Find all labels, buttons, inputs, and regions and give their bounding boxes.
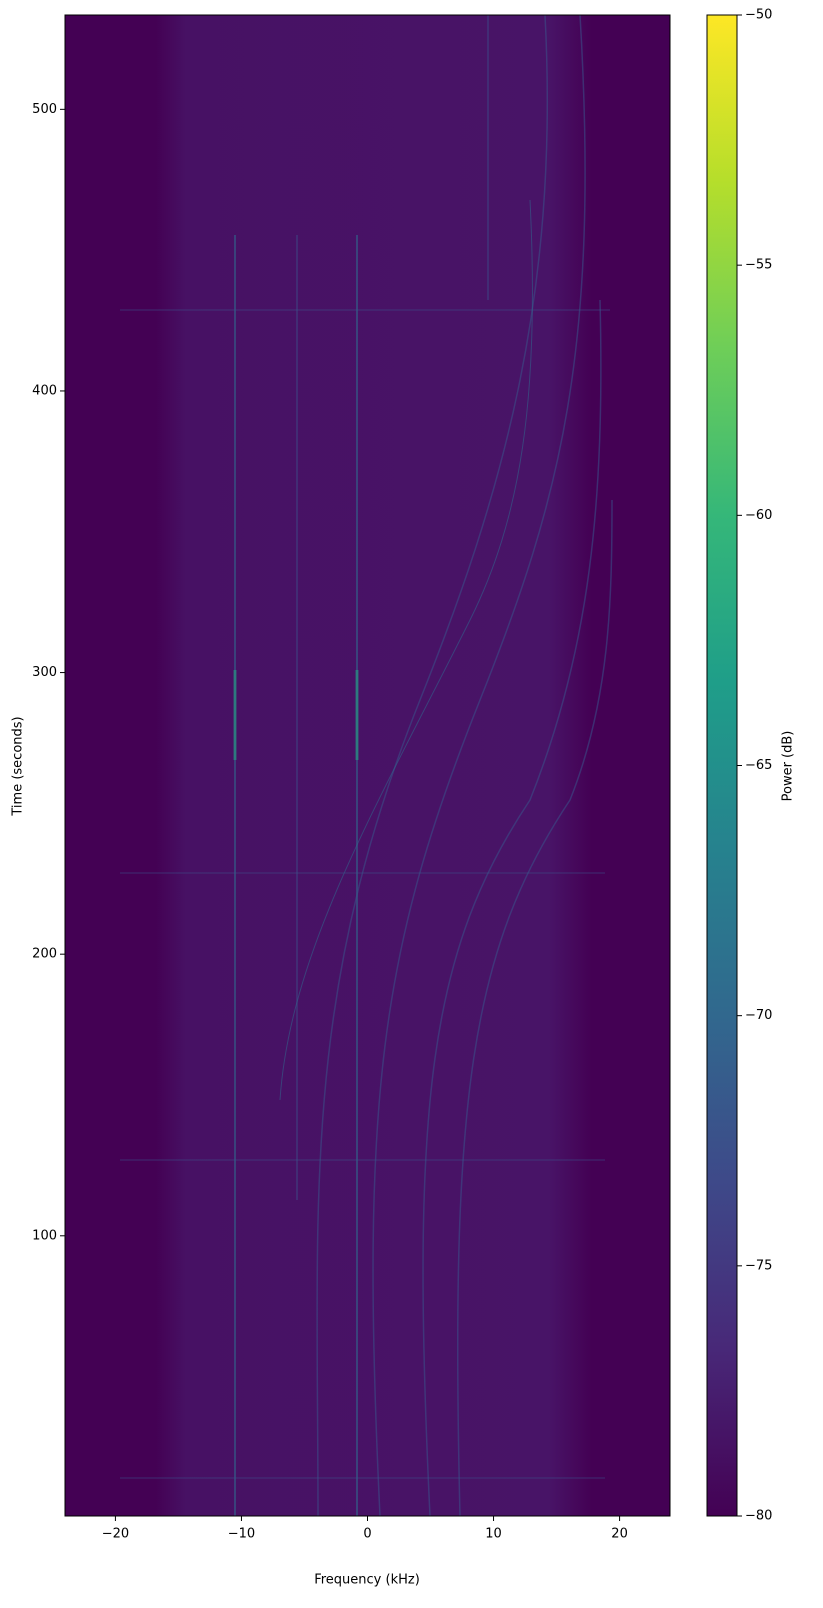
x-tick-label: −20 bbox=[102, 1527, 129, 1542]
heatmap bbox=[65, 14, 670, 1517]
y-tick-label: 500 bbox=[32, 102, 57, 117]
x-axis-label: Frequency (kHz) bbox=[314, 1573, 420, 1588]
y-tick-label: 400 bbox=[32, 383, 57, 398]
y-tick-label: 300 bbox=[32, 665, 57, 680]
x-tick-label: 10 bbox=[485, 1527, 502, 1542]
colorbar-tick-label: −80 bbox=[745, 1509, 772, 1524]
colorbar-tick-label: −50 bbox=[745, 8, 772, 23]
colorbar-tick-label: −55 bbox=[745, 258, 772, 273]
colorbar-tick-label: −65 bbox=[745, 758, 772, 773]
x-tick-label: 0 bbox=[363, 1527, 371, 1542]
y-axis-label: Time (seconds) bbox=[11, 716, 26, 816]
y-tick-label: 200 bbox=[32, 947, 57, 962]
y-tick-label: 100 bbox=[32, 1228, 57, 1243]
x-tick-label: −10 bbox=[228, 1527, 255, 1542]
heatmap-background bbox=[65, 15, 670, 1516]
colorbar-tick-label: −60 bbox=[745, 508, 772, 523]
colorbar-tick-label: −75 bbox=[745, 1258, 772, 1273]
colorbar-tick-label: −70 bbox=[745, 1008, 772, 1023]
colorbar-label: Power (dB) bbox=[781, 731, 796, 802]
colorbar bbox=[706, 14, 738, 1517]
x-tick-label: 20 bbox=[611, 1527, 628, 1542]
heatmap-features bbox=[120, 14, 613, 1517]
